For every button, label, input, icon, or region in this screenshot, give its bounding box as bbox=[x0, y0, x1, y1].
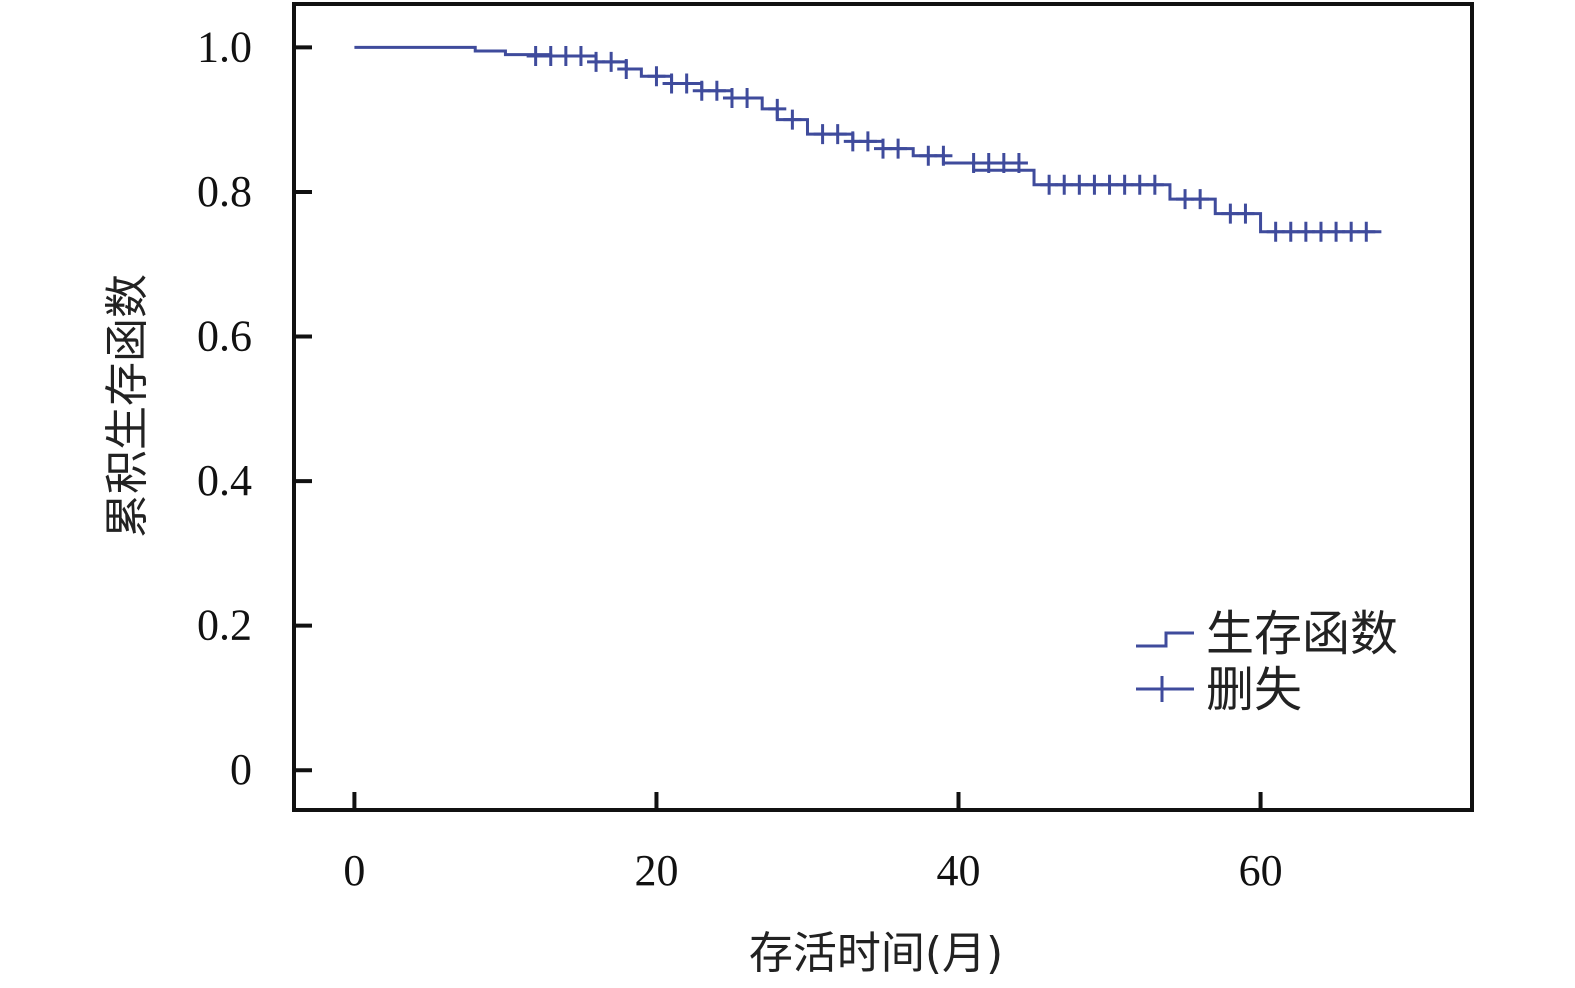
censor-mark bbox=[843, 131, 862, 152]
censor-mark bbox=[1311, 221, 1330, 242]
plot-frame bbox=[292, 2, 1474, 812]
x-tick-label: 0 bbox=[343, 846, 365, 895]
y-tick-label: 1.0 bbox=[197, 22, 252, 71]
censor-mark bbox=[587, 51, 606, 72]
x-tick-label: 20 bbox=[634, 846, 678, 895]
censor-mark bbox=[1085, 174, 1104, 195]
censor-mark bbox=[1055, 174, 1074, 195]
censor-mark bbox=[1070, 174, 1089, 195]
censor-mark bbox=[1176, 189, 1195, 210]
censor-mark bbox=[979, 153, 998, 174]
censor-mark bbox=[1191, 189, 1210, 210]
plot-area bbox=[354, 45, 1382, 242]
x-axis-title: 存活时间(月) bbox=[749, 928, 1003, 979]
x-tick-label: 60 bbox=[1239, 846, 1283, 895]
censor-mark bbox=[1357, 221, 1376, 242]
censor-mark bbox=[1296, 221, 1315, 242]
censor-mark bbox=[738, 87, 757, 108]
censor-mark bbox=[1115, 174, 1134, 195]
censor-mark bbox=[1100, 174, 1119, 195]
y-tick-label: 0 bbox=[230, 745, 252, 794]
legend-censor-symbol bbox=[1136, 676, 1194, 702]
censor-mark bbox=[1145, 174, 1164, 195]
censor-mark bbox=[783, 109, 802, 130]
censor-mark bbox=[1009, 153, 1028, 174]
y-tick-label: 0.6 bbox=[197, 312, 252, 361]
censor-mark bbox=[1130, 174, 1149, 195]
censor-mark bbox=[1266, 221, 1285, 242]
censor-mark bbox=[541, 46, 560, 67]
censor-mark bbox=[526, 46, 545, 67]
legend-label-censored: 删失 bbox=[1206, 662, 1302, 718]
censor-mark bbox=[722, 87, 741, 108]
censor-mark bbox=[768, 98, 787, 119]
y-tick-label: 0.4 bbox=[197, 456, 252, 505]
censor-mark bbox=[964, 153, 983, 174]
legend-label-survival: 生存函数 bbox=[1206, 606, 1398, 662]
censor-mark bbox=[994, 153, 1013, 174]
censor-mark bbox=[874, 138, 892, 159]
y-tick-label: 0.2 bbox=[197, 601, 252, 650]
y-axis: 0 0.2 0.4 0.6 0.8 1.0 bbox=[197, 22, 312, 794]
censor-mark bbox=[1327, 221, 1346, 242]
censor-mark bbox=[889, 138, 908, 159]
x-tick-label: 40 bbox=[937, 846, 981, 895]
censor-mark bbox=[677, 73, 696, 94]
censor-mark bbox=[571, 46, 590, 67]
censor-mark bbox=[617, 59, 636, 80]
y-axis-title: 累积生存函数 bbox=[102, 274, 153, 538]
censor-mark bbox=[919, 145, 938, 166]
x-axis: 0 20 40 60 bbox=[343, 792, 1283, 895]
censor-mark bbox=[813, 124, 832, 145]
censor-mark bbox=[1221, 203, 1240, 224]
y-tick-label: 0.8 bbox=[197, 167, 252, 216]
censor-mark bbox=[602, 51, 621, 72]
censor-mark bbox=[828, 124, 847, 145]
censor-mark bbox=[647, 66, 666, 87]
censor-mark bbox=[858, 131, 877, 152]
censor-mark bbox=[692, 80, 711, 101]
censor-mark bbox=[662, 73, 681, 94]
censor-mark bbox=[707, 80, 726, 101]
censor-mark bbox=[1342, 221, 1361, 242]
censor-mark bbox=[1281, 221, 1300, 242]
censor-mark bbox=[1040, 174, 1059, 195]
censor-mark bbox=[934, 145, 953, 166]
censor-mark bbox=[1236, 203, 1255, 224]
legend-step-symbol bbox=[1136, 631, 1194, 648]
censor-mark bbox=[556, 46, 575, 67]
